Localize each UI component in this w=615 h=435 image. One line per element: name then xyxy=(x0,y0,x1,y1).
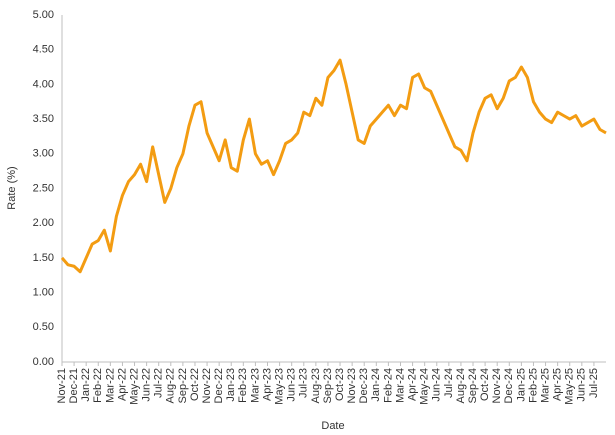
x-tick-label: Jan-23 xyxy=(225,368,237,402)
x-tick-label: Jan-25 xyxy=(515,368,527,402)
y-tick-label: 1.50 xyxy=(33,252,54,264)
y-tick-label: 3.00 xyxy=(33,148,54,160)
y-tick-label: 3.50 xyxy=(33,113,54,125)
x-tick-label: May-25 xyxy=(564,368,576,405)
x-tick-label: Aug-22 xyxy=(165,368,177,403)
x-tick-label: Oct-23 xyxy=(334,368,346,401)
x-tick-label: Mar-24 xyxy=(394,368,406,403)
x-tick-label: Dec-24 xyxy=(503,368,515,403)
x-tick-label: Oct-22 xyxy=(189,368,201,401)
x-tick-label: Nov-23 xyxy=(346,368,358,403)
x-tick-label: Feb-25 xyxy=(527,368,539,403)
x-tick-label: Jun-24 xyxy=(431,368,443,402)
x-tick-label: Jul-22 xyxy=(153,368,165,398)
x-tick-label: Apr-25 xyxy=(552,368,564,401)
x-tick-label: May-22 xyxy=(128,368,140,405)
y-tick-label: 2.00 xyxy=(33,217,54,229)
x-tick-label: May-23 xyxy=(274,368,286,405)
x-tick-label: Sep-24 xyxy=(467,368,479,403)
y-axis-label: Rate (%) xyxy=(6,166,18,209)
x-tick-label: Oct-24 xyxy=(479,368,491,401)
x-axis-label: Date xyxy=(321,420,344,432)
x-tick-label: Dec-23 xyxy=(358,368,370,403)
x-tick-label: Feb-22 xyxy=(92,368,104,403)
x-tick-label: Jan-22 xyxy=(80,368,92,402)
line xyxy=(60,58,607,274)
y-tick-label: 2.50 xyxy=(33,182,54,194)
y-tick-label: 0.00 xyxy=(33,356,54,368)
x-tick-label: Dec-21 xyxy=(68,368,80,403)
x-tick-label: Nov-22 xyxy=(201,368,213,403)
x-tick-label: Nov-21 xyxy=(56,368,68,403)
y-tick-label: 4.50 xyxy=(33,44,54,56)
x-tick-label: Mar-22 xyxy=(104,368,116,403)
x-tick-label: Feb-23 xyxy=(237,368,249,403)
y-tick-label: 0.50 xyxy=(33,321,54,333)
y-tick-label: 4.00 xyxy=(33,78,54,90)
x-tick-label: Sep-23 xyxy=(322,368,334,403)
x-tick-label: Aug-24 xyxy=(455,368,467,403)
x-tick-label: Apr-24 xyxy=(406,368,418,401)
x-tick-label: Jun-23 xyxy=(286,368,298,402)
x-tick-label: Jun-22 xyxy=(141,368,153,402)
x-tick-label: Jun-25 xyxy=(576,368,588,402)
x-tick-label: Jul-23 xyxy=(298,368,310,398)
x-tick-label: Jul-24 xyxy=(443,368,455,398)
x-tick-label: Feb-24 xyxy=(382,368,394,403)
x-tick-label: Mar-23 xyxy=(249,368,261,403)
x-tick-label: Jan-24 xyxy=(370,368,382,402)
x-tick-label: Aug-23 xyxy=(310,368,322,403)
x-tick-label: Jul-25 xyxy=(588,368,600,398)
y-tick-label: 5.00 xyxy=(33,9,54,21)
x-tick-label: Mar-25 xyxy=(539,368,551,403)
x-tick-label: Nov-24 xyxy=(491,368,503,403)
y-tick-label: 1.00 xyxy=(33,287,54,299)
x-tick-label: Sep-22 xyxy=(177,368,189,403)
x-tick-label: May-24 xyxy=(419,368,431,405)
x-tick-label: Apr-22 xyxy=(116,368,128,401)
x-tick-label: Apr-23 xyxy=(261,368,273,401)
x-tick-label: Dec-22 xyxy=(213,368,225,403)
